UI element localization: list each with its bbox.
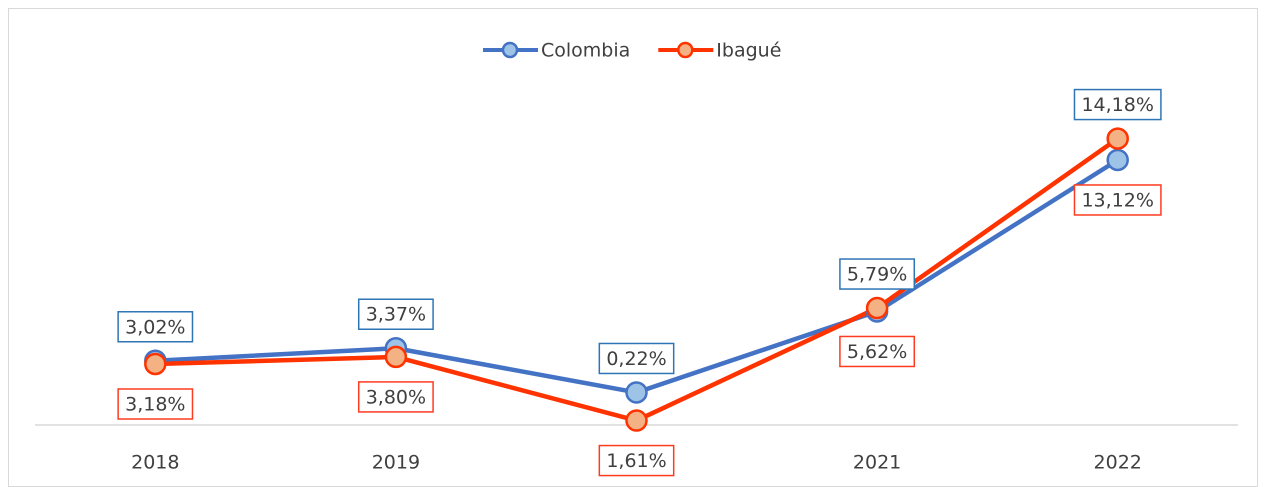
x-tick-label: 2022 <box>1094 452 1142 474</box>
data-label: 1,61% <box>598 444 675 477</box>
x-tick-label: 2019 <box>372 452 420 474</box>
data-label: 0,22% <box>598 342 675 375</box>
data-label-box <box>839 335 916 368</box>
legend-marker <box>501 41 519 59</box>
data-label: 3,80% <box>357 381 434 413</box>
data-label: 3,18% <box>117 388 194 420</box>
point <box>625 381 648 404</box>
data-label-box <box>117 388 194 420</box>
data-label-text: 3,37% <box>366 304 426 326</box>
data-label-text: 5,79% <box>847 264 907 286</box>
data-label: 13,12% <box>1073 184 1162 216</box>
point <box>625 409 648 432</box>
data-label: 5,79% <box>839 258 916 290</box>
point <box>1106 127 1129 150</box>
x-tick-label: 2018 <box>131 452 179 474</box>
x-tick-label: 2021 <box>853 452 901 474</box>
legend-label: Ibagué <box>716 40 781 62</box>
data-label-text: 13,12% <box>1081 189 1153 211</box>
data-label-box <box>357 381 434 413</box>
data-label: 3,37% <box>357 298 434 330</box>
data-label-text: 14,18% <box>1081 94 1153 116</box>
data-label-text: 3,18% <box>125 393 185 415</box>
data-label-box <box>1073 184 1162 216</box>
data-label-text: 5,62% <box>847 341 907 363</box>
data-label-box <box>839 258 916 290</box>
data-label-box <box>598 444 675 477</box>
data-label-box <box>1073 88 1162 121</box>
data-label-text: 0,22% <box>606 348 666 370</box>
data-label-box <box>117 311 194 343</box>
chart-frame <box>8 8 1258 487</box>
data-label: 14,18% <box>1073 88 1162 121</box>
legend-label: Colombia <box>541 40 630 62</box>
data-label-box <box>357 298 434 330</box>
point <box>865 296 889 320</box>
data-label-text: 3,02% <box>125 316 185 338</box>
data-label-text: 3,80% <box>366 386 426 408</box>
point <box>1106 148 1129 172</box>
data-label-text: 1,61% <box>606 450 666 472</box>
point <box>384 345 408 369</box>
point <box>144 352 167 376</box>
data-label: 5,62% <box>839 335 916 368</box>
legend-marker <box>677 41 694 59</box>
data-label-box <box>598 342 675 375</box>
data-label: 3,02% <box>117 311 194 343</box>
